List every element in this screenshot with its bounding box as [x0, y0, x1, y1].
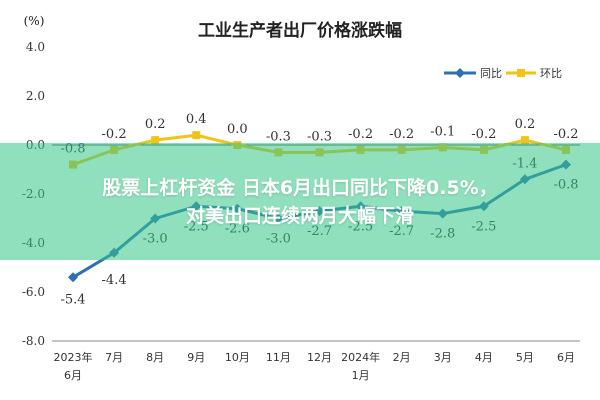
- x-tick-label: 12月: [307, 351, 332, 364]
- data-label: -4.4: [102, 273, 127, 288]
- data-point: [192, 131, 201, 140]
- y-tick-label: -6.0: [22, 285, 45, 299]
- headline-line-2: 对美出口连续两月大幅下滑: [185, 204, 414, 227]
- x-tick-label: 1月: [352, 369, 370, 382]
- data-point: [151, 136, 160, 145]
- data-label: -0.2: [348, 127, 373, 142]
- x-tick-label: 10月: [225, 351, 250, 364]
- y-tick-label: 4.0: [26, 40, 45, 54]
- data-label: -0.1: [430, 124, 455, 139]
- y-tick-label: 2.0: [26, 89, 45, 103]
- data-point: [68, 272, 78, 283]
- data-label: 0.2: [145, 117, 166, 132]
- legend-marker-mom: [517, 69, 525, 77]
- x-tick-label: 6月: [64, 369, 82, 382]
- y-tick-label: -8.0: [22, 334, 45, 348]
- data-label: -5.4: [60, 292, 85, 307]
- x-tick-label: 3月: [434, 351, 452, 364]
- x-axis: 2023年 6月 7月 8月 9月 10月 11月 12月 2024年 1月 2月 3月 4月 5月 6月: [54, 350, 576, 382]
- legend-label-yoy: 同比: [480, 67, 502, 80]
- data-label: -0.2: [471, 127, 496, 142]
- x-tick-label: 11月: [266, 351, 291, 364]
- x-tick-label: 7月: [105, 351, 123, 364]
- headline-line-1: 股票上杠杆资金 日本6月出口同比下降0.5%，: [102, 176, 498, 199]
- chart-title: 工业生产者出厂价格涨跌幅: [198, 20, 402, 41]
- data-label: 0.4: [186, 112, 207, 127]
- x-tick-label: 2023年: [54, 350, 93, 364]
- data-label: -0.2: [553, 127, 578, 142]
- headline-overlay[interactable]: 股票上杠杆资金 日本6月出口同比下降0.5%， 对美出口连续两月大幅下滑: [0, 143, 600, 260]
- x-tick-label: 6月: [557, 351, 575, 364]
- data-label: -0.3: [266, 129, 291, 144]
- legend-label-mom: 环比: [540, 67, 562, 80]
- legend: 同比 环比: [444, 67, 562, 80]
- x-tick-label: 2月: [393, 351, 411, 364]
- legend-marker-yoy: [455, 68, 465, 78]
- data-label: -0.3: [307, 129, 332, 144]
- data-label: -0.2: [389, 127, 414, 142]
- y-unit-label: (%): [24, 14, 45, 28]
- x-tick-label: 9月: [187, 351, 205, 364]
- data-point: [520, 136, 529, 145]
- data-label: -0.2: [102, 127, 127, 142]
- x-tick-label: 8月: [146, 351, 164, 364]
- x-tick-label: 4月: [475, 351, 493, 364]
- data-label: 0.2: [515, 117, 536, 132]
- data-label: 0.0: [227, 122, 248, 137]
- x-tick-label: 2024年: [341, 350, 380, 364]
- x-tick-label: 5月: [516, 351, 534, 364]
